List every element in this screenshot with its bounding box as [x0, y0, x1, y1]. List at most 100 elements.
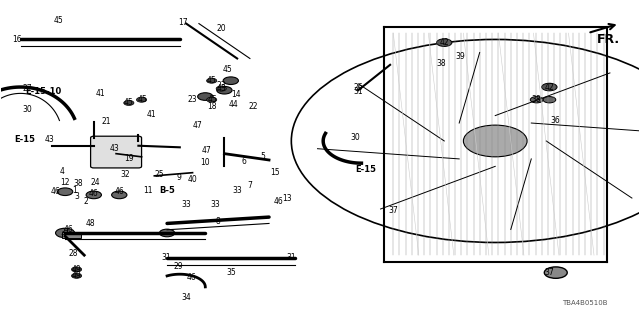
Text: 21: 21	[102, 117, 111, 126]
Text: 10: 10	[200, 158, 210, 167]
Bar	[62, 232, 81, 238]
Text: 17: 17	[178, 18, 188, 27]
Text: 28: 28	[68, 249, 78, 258]
Circle shape	[72, 273, 82, 278]
Text: 30: 30	[350, 133, 360, 142]
Text: 18: 18	[207, 101, 216, 111]
Text: E-15-10: E-15-10	[26, 87, 62, 96]
Text: 40: 40	[188, 174, 197, 184]
Text: E-15: E-15	[355, 165, 376, 174]
Circle shape	[216, 86, 227, 91]
Text: 26: 26	[353, 83, 363, 92]
Text: 31: 31	[353, 87, 363, 96]
Text: 45: 45	[208, 95, 218, 104]
Text: 46: 46	[89, 189, 99, 198]
Text: 8: 8	[216, 217, 220, 226]
Text: 45: 45	[54, 16, 63, 25]
Text: 46: 46	[51, 187, 60, 196]
Text: 1: 1	[72, 186, 77, 195]
Text: 36: 36	[551, 116, 561, 125]
Circle shape	[207, 97, 217, 102]
Text: 43: 43	[110, 144, 120, 153]
Text: 33: 33	[210, 200, 220, 209]
Circle shape	[72, 267, 82, 272]
Text: 25: 25	[155, 170, 164, 179]
Text: 41: 41	[147, 109, 156, 118]
Text: 35: 35	[226, 268, 236, 277]
Text: 37: 37	[545, 268, 554, 277]
Text: 5: 5	[260, 152, 265, 161]
Text: 31: 31	[161, 253, 171, 262]
Text: B-5: B-5	[159, 186, 175, 195]
Text: 45: 45	[216, 84, 226, 93]
Text: 38: 38	[532, 95, 541, 104]
Text: 6: 6	[241, 157, 246, 166]
Circle shape	[159, 229, 175, 237]
Text: 12: 12	[60, 178, 70, 187]
Text: 41: 41	[95, 89, 105, 98]
Text: 13: 13	[282, 194, 292, 203]
Text: 38: 38	[436, 59, 446, 68]
Circle shape	[124, 100, 134, 105]
Text: 27: 27	[22, 84, 32, 93]
Text: 34: 34	[181, 293, 191, 302]
Circle shape	[86, 191, 101, 199]
Text: 16: 16	[13, 35, 22, 44]
Text: 3: 3	[74, 192, 79, 201]
Text: 47: 47	[202, 146, 211, 155]
Circle shape	[531, 97, 543, 103]
Circle shape	[436, 39, 452, 46]
Text: 45: 45	[138, 95, 148, 104]
Text: 19: 19	[124, 154, 134, 163]
Circle shape	[207, 78, 217, 83]
Text: TBA4B0510B: TBA4B0510B	[562, 300, 607, 306]
Circle shape	[217, 86, 232, 94]
Text: 45: 45	[223, 65, 232, 74]
Text: 46: 46	[274, 197, 284, 206]
Text: 11: 11	[143, 186, 153, 195]
Text: 31: 31	[60, 228, 70, 237]
Text: FR.: FR.	[597, 33, 620, 46]
Text: 33: 33	[232, 186, 242, 195]
Text: 7: 7	[248, 181, 252, 190]
Text: 29: 29	[173, 262, 183, 271]
Text: 32: 32	[121, 170, 131, 179]
Text: 42: 42	[440, 38, 449, 47]
Text: E-15: E-15	[14, 135, 35, 144]
Circle shape	[111, 191, 127, 199]
Text: 30: 30	[22, 105, 32, 114]
Text: 24: 24	[91, 178, 100, 187]
Text: 49: 49	[72, 265, 81, 274]
Text: 23: 23	[216, 81, 226, 90]
Circle shape	[223, 77, 239, 84]
FancyBboxPatch shape	[91, 136, 141, 168]
Text: 45: 45	[207, 76, 216, 85]
Text: 46: 46	[115, 187, 124, 196]
Circle shape	[463, 125, 527, 157]
Circle shape	[543, 97, 556, 103]
Text: 9: 9	[176, 173, 181, 182]
Circle shape	[58, 188, 73, 196]
Text: 23: 23	[188, 95, 197, 104]
Text: 20: 20	[216, 24, 226, 33]
Text: 45: 45	[124, 99, 134, 108]
Text: 33: 33	[181, 200, 191, 209]
Text: 14: 14	[231, 91, 241, 100]
Text: 47: 47	[193, 121, 202, 130]
Text: 15: 15	[271, 168, 280, 177]
Circle shape	[56, 228, 75, 238]
Text: 38: 38	[73, 179, 83, 188]
Text: 46: 46	[63, 225, 73, 234]
Text: 44: 44	[229, 100, 239, 109]
Circle shape	[198, 93, 213, 100]
Circle shape	[541, 83, 557, 91]
Circle shape	[136, 97, 147, 102]
Text: 39: 39	[455, 52, 465, 61]
Text: 4: 4	[60, 167, 65, 176]
Text: 22: 22	[248, 101, 258, 111]
Circle shape	[544, 267, 567, 278]
Text: 42: 42	[545, 83, 554, 92]
Text: 49: 49	[72, 271, 81, 280]
Text: 43: 43	[44, 135, 54, 144]
Text: 46: 46	[186, 273, 196, 282]
